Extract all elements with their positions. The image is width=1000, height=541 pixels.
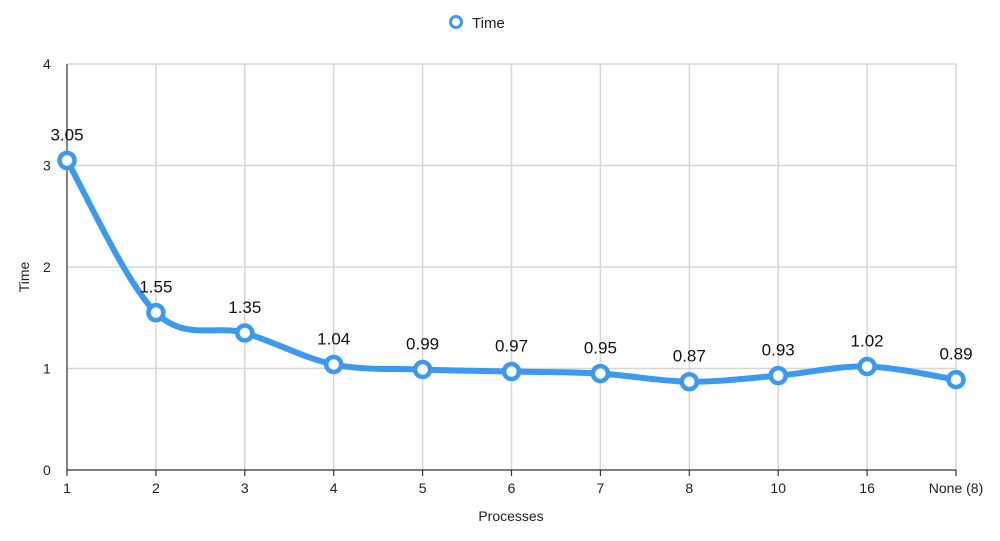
x-tick-label: 10 [770,480,786,496]
x-tick-label: 7 [597,480,605,496]
x-tick-label: 2 [152,480,160,496]
y-tick-label: 3 [43,158,51,174]
x-tick-label: 16 [859,480,875,496]
x-tick-labels: 1 2 3 4 5 6 7 8 10 16 None (8) [63,480,983,496]
data-label: 0.89 [939,345,972,364]
data-points [57,150,966,392]
y-tick-label: 0 [43,462,51,478]
data-point [946,369,966,390]
x-tick-label: 8 [685,480,693,496]
data-point [501,361,522,382]
x-tick-label: 4 [330,480,338,496]
x-axis-title: Processes [478,508,543,524]
data-labels: 3.05 1.55 1.35 1.04 0.99 0.97 0.95 0.87 0.93 1.02… [50,125,972,365]
data-label: 1.02 [851,331,884,350]
data-label: 0.95 [584,339,617,358]
data-label: 3.05 [50,125,83,144]
x-tick-label: 3 [241,480,249,496]
data-point [857,356,877,377]
data-label: 0.93 [762,341,795,360]
legend-label-time: Time [472,15,505,32]
y-tick-label: 4 [43,56,51,72]
y-tick-labels: 0 1 2 3 4 [43,56,51,478]
data-point [412,359,433,380]
series-time [64,157,959,385]
data-point [768,365,788,386]
data-point [57,150,77,171]
data-point [323,354,344,375]
x-tick-label: None (8) [929,480,983,496]
x-tick-label: 1 [63,480,71,496]
data-point [235,323,255,343]
axes [66,64,957,476]
data-label: 1.35 [228,298,261,317]
data-label: 1.04 [317,329,350,348]
data-point [146,302,166,323]
data-label: 0.87 [673,347,706,366]
y-tick-label: 2 [43,259,51,275]
y-tick-label: 1 [43,361,51,377]
y-axis-title: Time [16,261,32,292]
data-point [590,363,611,384]
series-line-time [64,157,959,385]
x-tick-label: 5 [419,480,427,496]
x-tick-label: 6 [508,480,516,496]
data-label: 0.97 [495,337,528,356]
legend: Time [449,15,505,32]
gridlines [67,63,957,470]
data-point [679,371,700,392]
data-label: 0.99 [406,335,439,354]
data-label: 1.55 [139,278,172,297]
legend-marker-time [449,15,463,29]
